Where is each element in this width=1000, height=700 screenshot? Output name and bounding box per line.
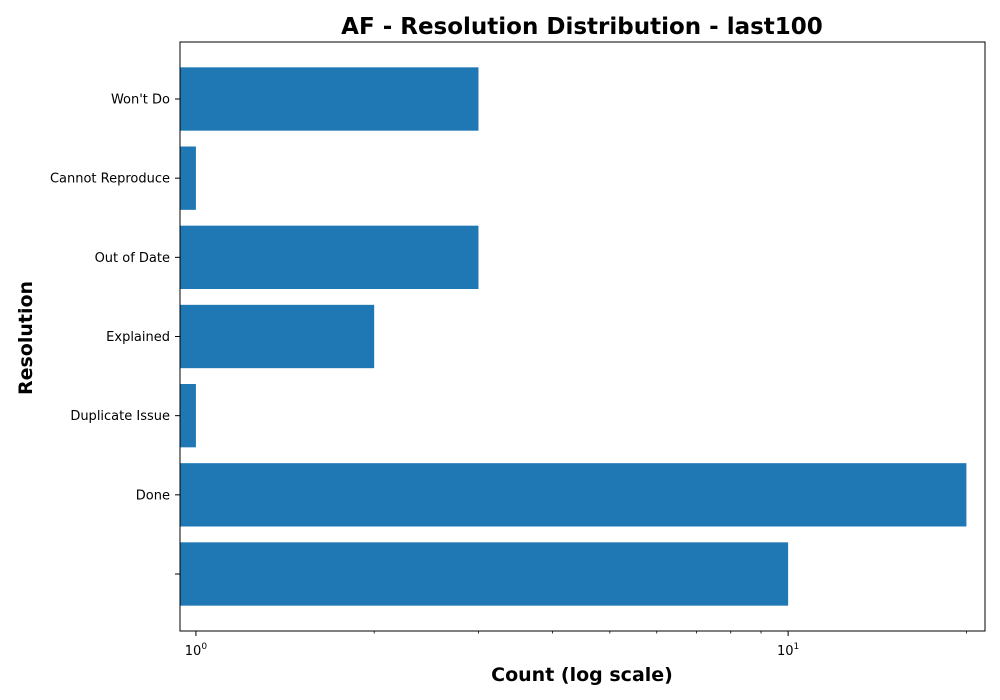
bar: [180, 384, 196, 448]
chart-title: AF - Resolution Distribution - last100: [341, 14, 823, 40]
bar: [180, 225, 479, 289]
y-tick-label: Out of Date: [95, 251, 170, 266]
bar: [180, 304, 375, 369]
y-tick-label: Cannot Reproduce: [50, 172, 170, 187]
y-axis-ticks: Done Duplicate Issue Explained Out of Date C…: [50, 93, 180, 575]
y-axis-label: Resolution: [15, 281, 37, 395]
y-tick-label: Won't Do: [111, 93, 170, 108]
y-tick-label: Done: [136, 488, 170, 503]
y-tick-label: Duplicate Issue: [70, 409, 170, 424]
bars-group: [180, 67, 967, 606]
x-tick-label: 100: [185, 642, 208, 659]
bar: [180, 146, 196, 210]
x-tick-label: 101: [777, 642, 799, 659]
bar: [180, 463, 967, 527]
plot-frame: [179, 41, 986, 632]
x-axis-label: Count (log scale): [491, 664, 673, 686]
y-tick-label: Explained: [106, 330, 170, 345]
x-axis-ticks: 100 101: [185, 631, 967, 659]
bar: [180, 67, 479, 131]
bar: [180, 542, 789, 606]
